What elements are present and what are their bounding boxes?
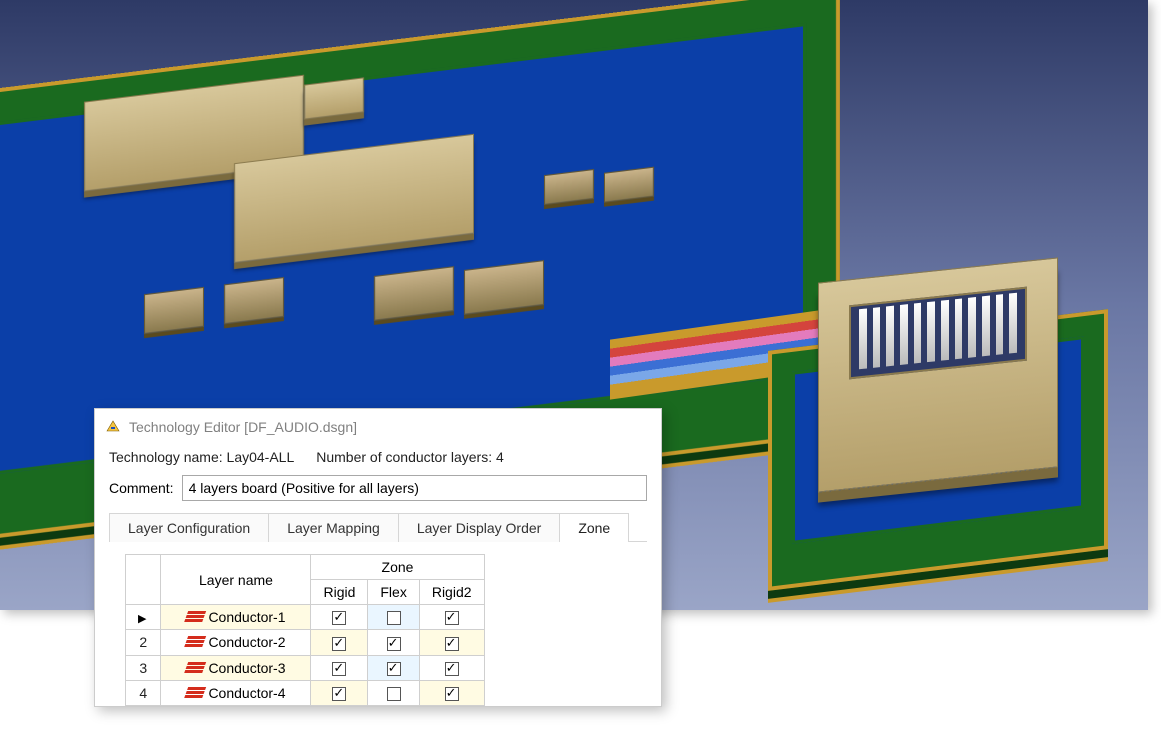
cell-layer-name[interactable]: Conductor-3 [161,655,311,680]
technology-editor-dialog: Technology Editor [DF_AUDIO.dsgn] Techno… [94,408,662,707]
col-zone-rigid[interactable]: Rigid [311,580,368,605]
component-passive [544,169,594,205]
dialog-title: Technology Editor [DF_AUDIO.dsgn] [129,419,357,435]
conductor-layer-icon [184,636,206,648]
col-zone-rigid2[interactable]: Rigid2 [419,580,484,605]
tech-name-field: Technology name: Lay04-ALL [109,449,294,465]
cell-rigid2[interactable] [419,630,484,655]
zone-table[interactable]: Layer name Zone Rigid Flex Rigid2 Conduc… [125,554,485,706]
checkbox[interactable] [445,637,459,651]
checkbox[interactable] [332,687,346,701]
checkbox[interactable] [445,687,459,701]
tab-zone[interactable]: Zone [559,513,629,542]
col-zone-flex[interactable]: Flex [368,580,419,605]
component-connector [818,257,1058,492]
dialog-titlebar[interactable]: Technology Editor [DF_AUDIO.dsgn] [95,415,661,445]
component-passive [604,167,654,203]
comment-label: Comment: [109,480,174,496]
cell-flex[interactable] [368,680,419,705]
cell-layer-name[interactable]: Conductor-2 [161,630,311,655]
conductor-layer-icon [184,611,206,623]
cell-layer-name[interactable]: Conductor-4 [161,680,311,705]
cell-rigid[interactable] [311,655,368,680]
table-row[interactable]: Conductor-1 [126,605,485,630]
cell-rigid[interactable] [311,605,368,630]
zone-panel: Layer name Zone Rigid Flex Rigid2 Conduc… [125,554,647,706]
tab-layer-display-order[interactable]: Layer Display Order [398,513,561,542]
table-row[interactable]: 2Conductor-2 [126,630,485,655]
component-passive [224,277,284,324]
checkbox[interactable] [387,687,401,701]
checkbox[interactable] [332,637,346,651]
checkbox[interactable] [387,637,401,651]
component-ic-3 [304,77,364,119]
row-indicator[interactable] [126,605,161,630]
table-row[interactable]: 3Conductor-3 [126,655,485,680]
cell-rigid2[interactable] [419,680,484,705]
comment-input[interactable] [182,475,647,501]
cell-rigid2[interactable] [419,605,484,630]
table-row[interactable]: 4Conductor-4 [126,680,485,705]
cell-layer-name[interactable]: Conductor-1 [161,605,311,630]
col-zone-group: Zone [311,555,484,580]
checkbox[interactable] [445,611,459,625]
checkbox[interactable] [332,611,346,625]
cell-rigid2[interactable] [419,655,484,680]
row-indicator[interactable]: 4 [126,680,161,705]
row-indicator[interactable]: 2 [126,630,161,655]
conductor-layer-icon [184,687,206,699]
conductor-layer-icon [184,662,206,674]
cell-rigid[interactable] [311,630,368,655]
cell-flex[interactable] [368,655,419,680]
row-indicator[interactable]: 3 [126,655,161,680]
checkbox[interactable] [387,611,401,625]
checkbox[interactable] [445,662,459,676]
app-icon [105,419,121,435]
col-layer-name[interactable]: Layer name [161,555,311,605]
checkbox[interactable] [387,662,401,676]
layer-count-field: Number of conductor layers: 4 [316,449,504,465]
tab-bar: Layer Configuration Layer Mapping Layer … [109,513,647,542]
cell-flex[interactable] [368,605,419,630]
checkbox[interactable] [332,662,346,676]
component-passive [144,287,204,334]
cell-flex[interactable] [368,630,419,655]
tab-layer-mapping[interactable]: Layer Mapping [268,513,399,542]
cell-rigid[interactable] [311,680,368,705]
tab-layer-configuration[interactable]: Layer Configuration [109,513,269,542]
